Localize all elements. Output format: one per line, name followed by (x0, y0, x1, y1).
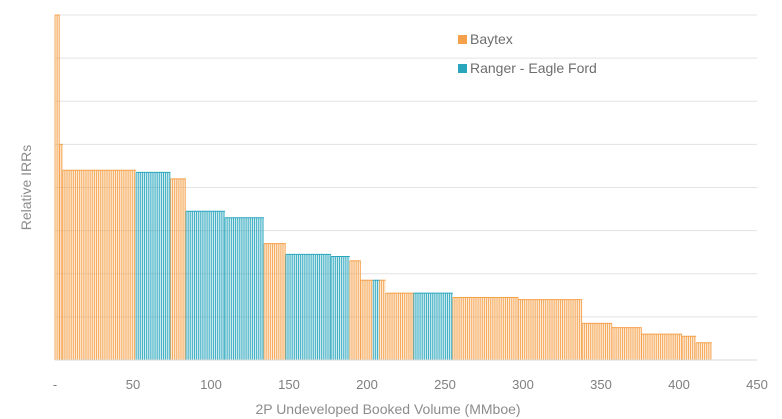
bar-baytex (452, 297, 519, 360)
x-tick-label: - (53, 377, 57, 392)
grid-lines (55, 14, 757, 318)
x-tick-label: 200 (356, 377, 378, 392)
bar-lines-baytex (62, 170, 135, 360)
x-tick-label: 100 (200, 377, 222, 392)
legend: Baytex Ranger - Eagle Ford (458, 31, 597, 76)
bar-ranger-eagle-ford (285, 254, 332, 360)
bar-baytex (62, 170, 137, 360)
x-tick-label: 400 (668, 377, 690, 392)
bar-lines-baytex (59, 144, 63, 360)
bar-lines-baytex (349, 260, 361, 360)
y-axis-label: Relative IRRs (18, 145, 34, 231)
bar-lines-baytex (681, 336, 696, 360)
x-tick-label: 300 (512, 377, 534, 392)
bar-lines-ranger-eagle-ford (330, 256, 349, 360)
bar-ranger-eagle-ford (225, 217, 265, 360)
bar-baytex (379, 280, 386, 360)
bar-lines-baytex (54, 15, 60, 360)
bar-ranger-eagle-ford (186, 211, 226, 360)
bar-ranger-eagle-ford (373, 280, 380, 360)
bar-lines-baytex (581, 323, 613, 360)
bar-lines-ranger-eagle-ford (185, 211, 225, 360)
bar-lines-baytex (517, 299, 582, 360)
bar-lines-baytex (360, 280, 372, 360)
x-tick-label: 150 (278, 377, 300, 392)
bar-baytex (349, 260, 361, 360)
bar-lines-ranger-eagle-ford (285, 254, 331, 360)
bar-lines-baytex (611, 327, 642, 360)
bar-lines-ranger-eagle-ford (372, 280, 378, 360)
x-tick-labels: - 50 100 150 200 250 300 350 400 450 (53, 377, 768, 392)
bar-ranger-eagle-ford (413, 293, 453, 360)
bar-lines-baytex (169, 178, 186, 360)
bar-lines-baytex (452, 297, 519, 360)
bars (54, 14, 712, 360)
legend-label-baytex: Baytex (470, 31, 513, 47)
bar-baytex (59, 144, 63, 360)
x-tick-label: 250 (434, 377, 456, 392)
x-tick-label: 350 (590, 377, 612, 392)
bar-lines-baytex (379, 280, 385, 360)
legend-label-ranger-eagle-ford: Ranger - Eagle Ford (470, 60, 597, 76)
x-axis-label: 2P Undeveloped Booked Volume (MMboe) (255, 401, 520, 417)
bar-lines-baytex (641, 334, 683, 360)
bar-lines-baytex (695, 342, 712, 360)
bar-lines-ranger-eagle-ford (413, 293, 453, 360)
bar-lines-ranger-eagle-ford (135, 172, 171, 360)
legend-swatch-baytex (458, 35, 467, 44)
bar-ranger-eagle-ford (331, 256, 350, 360)
bar-lines-baytex (263, 243, 286, 360)
legend-swatch-ranger-eagle-ford (458, 64, 467, 73)
x-tick-label: 450 (746, 377, 768, 392)
bar-lines-baytex (385, 293, 414, 360)
x-tick-label: 50 (126, 377, 140, 392)
bar-lines-ranger-eagle-ford (224, 217, 264, 360)
